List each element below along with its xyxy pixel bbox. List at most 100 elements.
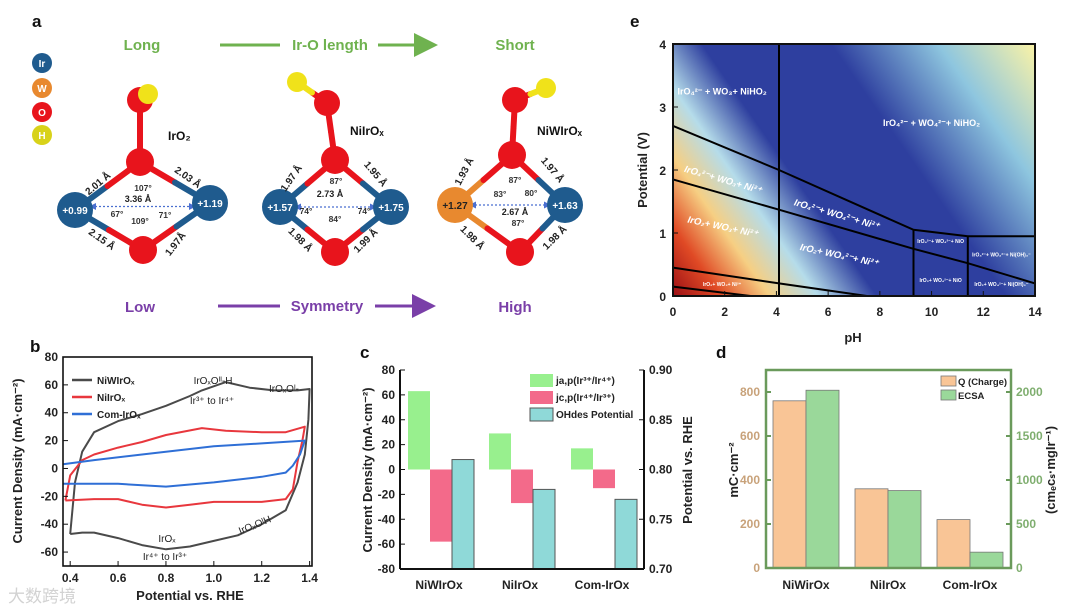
y-tick-label: 2 [659, 164, 666, 178]
y-tick-label: 0 [659, 290, 666, 304]
bar-2 [969, 551, 1004, 569]
bond-angle: 83° [494, 189, 507, 199]
bar-1 [854, 488, 889, 569]
y-tick-label: 0 [753, 561, 760, 575]
y-tick-label: -40 [41, 517, 59, 531]
category-label: Com-IrOx [575, 578, 630, 592]
legend-d: Q (Charge) ECSA [940, 375, 1007, 402]
iridium-atom [262, 189, 298, 225]
y-tick-label: 4 [659, 38, 666, 52]
oxygen-atom [321, 146, 349, 174]
legend-swatch [530, 391, 553, 404]
oxygen-atom [321, 238, 349, 266]
cv-curves [62, 381, 311, 551]
y-right-tick-label: 1000 [1016, 473, 1043, 487]
x-tick-label: 14 [1028, 305, 1042, 319]
x-tick-label: 0.4 [62, 571, 79, 585]
y-axis-right-title-c: Potential vs. RHE [680, 416, 695, 524]
category-label: NiIrOx [870, 578, 906, 592]
bond-length: 1.93 Å [451, 155, 476, 187]
legend-swatch [940, 375, 957, 387]
o-legend-icon [32, 102, 52, 122]
watermark: 大数跨境 [8, 587, 76, 606]
y-right-tick-label: 2000 [1016, 385, 1043, 399]
legend-ir: Ir [39, 59, 46, 70]
bond-angle: 74° [358, 206, 371, 216]
panel-label-c: c [360, 343, 369, 362]
bond-angle: 87° [512, 218, 525, 228]
oxygen-atom [126, 148, 154, 176]
x-tick-label: 4 [773, 305, 780, 319]
legend-label: ja,p(Ir³⁺/Ir⁴⁺) [555, 376, 615, 387]
metal-distance: 2.73 Å [317, 189, 344, 199]
panel-e: e IrO₄²⁻ + WO₃+ NiHO₂ IrO₄²⁻ + WO₄²⁻+ NiH… [630, 12, 1042, 345]
legend-label: Com-IrOₓ [97, 410, 141, 421]
bond-angle: 71° [159, 210, 172, 220]
iridium-atom [192, 185, 228, 221]
y-right-tick-label: 0.80 [649, 463, 673, 477]
y-tick-label: 400 [740, 473, 760, 487]
charge-left: +1.57 [267, 203, 293, 214]
tungsten-atom [437, 187, 473, 223]
y-tick-label: -60 [378, 537, 396, 551]
bar-3 [532, 488, 556, 570]
y-tick-label: -40 [378, 512, 396, 526]
bond-angle: 84° [329, 214, 342, 224]
y-tick-label: -60 [41, 545, 59, 559]
metal-distance: 3.36 Å [125, 194, 152, 204]
annotation-iroxoi-h: IrOₓOᴵH [237, 514, 273, 537]
oxygen-atom [498, 141, 526, 169]
bar-1 [772, 400, 807, 569]
x-tick-label: 12 [977, 305, 991, 319]
phase-region-label: IrO₄²⁻ + WO₄²⁻+ NiHO₂ [883, 118, 980, 128]
oxygen-atom [314, 90, 340, 116]
y-axis-right-title-d: (cmₑcₛ·mgIr⁻¹) [1043, 426, 1058, 514]
oxygen-atom [506, 238, 534, 266]
legend-h: H [38, 131, 45, 142]
y-tick-label: 60 [45, 378, 59, 392]
bar-1 [571, 448, 593, 470]
phase-boundary-4 [672, 285, 751, 297]
legend-label: OHdes Potential [556, 410, 633, 421]
legend-swatch [530, 374, 553, 387]
oxygen-atom [502, 87, 528, 113]
charge-right: +1.63 [552, 201, 578, 212]
charge-left: +1.27 [442, 201, 468, 212]
y-right-tick-label: 0.75 [649, 512, 673, 526]
x-tick-label: 1.0 [205, 571, 222, 585]
y-tick-label: -20 [378, 487, 396, 501]
x-tick-label: 1.2 [253, 571, 270, 585]
hydrogen-atom [138, 84, 158, 104]
bar-3 [451, 459, 475, 570]
pourbaix-heatmap [673, 44, 1035, 296]
x-tick-label: 0 [670, 305, 677, 319]
panel-label-e: e [630, 12, 639, 31]
y-axis-title-e: Potential (V) [635, 132, 650, 208]
iridium-atom [57, 192, 93, 228]
phase-region-label: IrO₂+ WO₄²⁻+ NiO [919, 278, 961, 284]
bar-2 [887, 490, 922, 569]
bar-3 [614, 498, 638, 570]
y-tick-label: 20 [45, 434, 59, 448]
y-right-tick-label: 1500 [1016, 429, 1043, 443]
bond-angle: 87° [330, 176, 343, 186]
y-tick-label: 0 [388, 463, 395, 477]
iridium-atom [547, 187, 583, 223]
bar-1 [408, 391, 430, 470]
y-right-tick-label: 0.70 [649, 562, 673, 576]
panel-c: c -80 -60 -40 -20 0 20 40 60 80 0.70 0.75 0.80 0.85 0… [360, 343, 695, 592]
bar-2 [593, 469, 615, 489]
cv-curve-2 [64, 425, 306, 509]
x-tick-label: 0.8 [158, 571, 175, 585]
panel-label-d: d [716, 343, 726, 362]
structure-name: IrO₂ [168, 129, 191, 143]
y-tick-label: 20 [382, 438, 396, 452]
x-tick-label: 1.4 [301, 571, 318, 585]
y-axis-title-c: Current Density (mA·cm⁻²) [360, 387, 375, 552]
legend-o: O [38, 108, 46, 119]
w-legend-icon [32, 78, 52, 98]
